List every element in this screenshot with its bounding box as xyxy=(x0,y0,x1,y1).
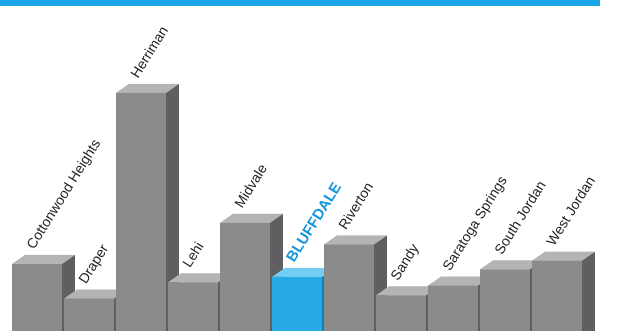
bar-top xyxy=(272,267,335,277)
bar-front xyxy=(168,282,218,331)
bar-label: Cottonwood Heights xyxy=(23,136,103,251)
bar-top xyxy=(12,254,75,264)
bar-front xyxy=(428,285,478,331)
bar-label: Draper xyxy=(75,241,111,286)
bar-front xyxy=(220,222,270,331)
bar-front xyxy=(532,260,582,331)
bar-label: Herriman xyxy=(127,23,171,80)
bar-top xyxy=(116,83,179,93)
bar-top xyxy=(376,286,439,296)
bar-side xyxy=(582,251,595,331)
bar-top xyxy=(532,251,595,261)
bar-top xyxy=(480,260,543,270)
bar-west-jordan xyxy=(532,251,595,331)
bar-front xyxy=(480,269,530,331)
bar-label: Saratoga Springs xyxy=(439,173,510,273)
bar-top xyxy=(64,289,127,299)
bar-top xyxy=(168,273,231,283)
bar-draper xyxy=(64,289,127,331)
bar-top xyxy=(428,276,491,286)
bar-front xyxy=(116,92,166,331)
bar-front xyxy=(64,298,114,331)
bar-top xyxy=(324,235,387,245)
bar-label: Midvale xyxy=(231,161,270,211)
bars-group xyxy=(12,83,595,331)
bar-herriman xyxy=(116,83,179,331)
top-accent-rule xyxy=(0,0,600,6)
bar-front xyxy=(324,244,374,331)
bar-front xyxy=(272,276,322,331)
bar-label: West Jordan xyxy=(543,173,598,248)
bar-front xyxy=(12,263,62,331)
bar-top xyxy=(220,213,283,223)
bar-label: Sandy xyxy=(387,241,422,283)
bar-side xyxy=(166,83,179,331)
bar-riverton xyxy=(324,235,387,331)
bar-cottonwood-heights xyxy=(12,254,75,331)
bar-label: Lehi xyxy=(179,239,207,270)
bar-front xyxy=(376,295,426,331)
